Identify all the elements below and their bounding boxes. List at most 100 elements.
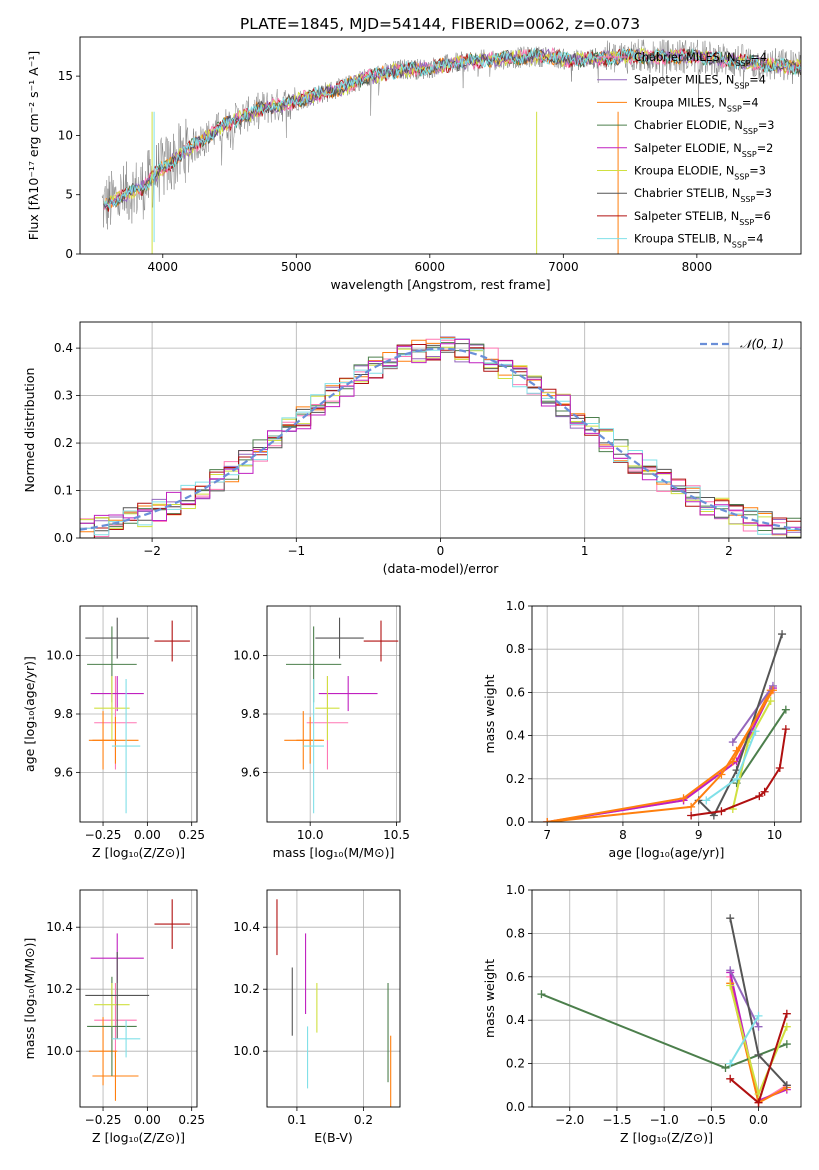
residuals-ytick-label: 0.2 bbox=[54, 436, 73, 450]
massweight-line bbox=[729, 1015, 760, 1065]
massweight-marker bbox=[755, 792, 764, 801]
massweight_vs_age-ylabel: mass weight bbox=[482, 674, 497, 753]
massweight-marker bbox=[751, 727, 760, 736]
age_vs_Z-xtick-label: 0.25 bbox=[178, 828, 205, 842]
age_vs_Z-ytick-label: 10.0 bbox=[46, 649, 73, 663]
spectrum-plot-area bbox=[101, 39, 801, 254]
massweight-marker bbox=[726, 966, 735, 975]
legend-label: Kroupa STELIB, NSSP=4 bbox=[634, 233, 763, 250]
residuals-panel: −2 −1 0 1 2 0.0 0.1 0.2 0.3 0.4 (data-model)/error… bbox=[22, 321, 802, 576]
legend-label: Salpeter ELODIE, NSSP=2 bbox=[634, 142, 773, 159]
residuals-xlabel: (data-model)/error bbox=[383, 561, 500, 576]
massweight_vs_age-plot-area bbox=[543, 630, 790, 822]
massweight-marker bbox=[781, 705, 790, 714]
mass_vs_Z-frame bbox=[79, 889, 198, 1108]
mass_vs_Z-xlabel: Z [log₁₀(Z/Z⊙)] bbox=[92, 1130, 185, 1145]
massweight_vs_age-xtick-label: 7 bbox=[543, 828, 551, 842]
legend-label: Kroupa ELODIE, NSSP=3 bbox=[634, 165, 766, 182]
spectrum-xtick-label: 5000 bbox=[281, 260, 312, 274]
normal-curve bbox=[80, 347, 801, 531]
massweight_vs_Z-ytick-label: 1.0 bbox=[506, 883, 525, 897]
age_vs_mass-xtick-label: 10.0 bbox=[297, 828, 324, 842]
spectrum-xtick-label: 4000 bbox=[148, 260, 179, 274]
spectrum-ytick-label: 15 bbox=[58, 69, 73, 83]
massweight-line bbox=[697, 633, 784, 817]
age_vs_mass-xtick-label: 10.5 bbox=[383, 828, 410, 842]
spectrum-model-line bbox=[103, 47, 801, 210]
legend-label: Kroupa MILES, NSSP=4 bbox=[634, 96, 759, 113]
mass_vs_Z-ytick-label: 10.4 bbox=[46, 920, 73, 934]
residuals-xtick-label: 1 bbox=[581, 544, 589, 558]
massweight-marker bbox=[775, 764, 784, 772]
spectrum-ytick-label: 10 bbox=[58, 128, 73, 142]
mass_vs_ebv-frame bbox=[266, 889, 401, 1108]
mass_vs_Z-xtick-label: −0.25 bbox=[85, 1113, 122, 1127]
mass_vs_ebv-xtick-label: 0.2 bbox=[354, 1113, 373, 1127]
spectrum-xtick-label: 6000 bbox=[415, 260, 446, 274]
mass_vs_ebv-ytick-label: 10.0 bbox=[233, 1044, 260, 1058]
massweight_vs_age-ytick-label: 0.8 bbox=[506, 642, 525, 656]
spectrum-ytick-label: 5 bbox=[65, 188, 73, 202]
massweight_vs_Z-ylabel: mass weight bbox=[482, 959, 497, 1038]
massweight_vs_Z-xtick-label: −1.5 bbox=[602, 1113, 631, 1127]
age_vs_Z-ylabel: age [log₁₀(age/yr)] bbox=[22, 656, 37, 772]
massweight-marker bbox=[782, 1009, 791, 1018]
legend-label: 𝒩(0, 1) bbox=[740, 337, 784, 351]
massweight-marker bbox=[778, 630, 787, 639]
massweight-marker bbox=[726, 1074, 735, 1083]
massweight_vs_Z-ytick-label: 0.2 bbox=[506, 1057, 525, 1071]
age_vs_mass-xlabel: mass [log₁₀(M/M⊙)] bbox=[273, 845, 395, 860]
mass_vs_Z-xtick-label: 0.00 bbox=[134, 1113, 161, 1127]
massweight-marker bbox=[726, 1059, 735, 1068]
massweight_vs_Z-xtick-label: 0.0 bbox=[749, 1113, 768, 1127]
residuals-ytick-label: 0.3 bbox=[54, 389, 73, 403]
spectrum-xtick-label: 8000 bbox=[682, 260, 713, 274]
age_vs_Z-plot-area bbox=[85, 617, 190, 814]
massweight_vs_Z-plot-area bbox=[537, 914, 791, 1107]
mass_vs_Z-ytick-label: 10.2 bbox=[46, 982, 73, 996]
massweight_vs_Z-xtick-label: −0.5 bbox=[697, 1113, 726, 1127]
mass_vs_ebv-plot-area bbox=[276, 899, 392, 1107]
massweight_vs_age-ytick-label: 0.2 bbox=[506, 772, 525, 786]
spectrum-model-line bbox=[103, 48, 801, 209]
legend-label: Chabrier STELIB, NSSP=3 bbox=[634, 187, 772, 204]
massweight-marker bbox=[687, 811, 696, 820]
massweight_vs_Z-panel: −2.0 −1.5 −1.0 −0.5 0.0 0.0 0.2 0.4 0.6 0.8 1.0 Z [… bbox=[482, 883, 802, 1145]
residual-histogram bbox=[80, 338, 801, 535]
residuals-ylabel: Normed distribution bbox=[22, 368, 37, 493]
massweight_vs_Z-ytick-label: 0.4 bbox=[506, 1013, 525, 1027]
massweight_vs_age-xtick-label: 9 bbox=[695, 828, 703, 842]
massweight_vs_age-ytick-label: 1.0 bbox=[506, 599, 525, 613]
age_vs_mass-plot-area bbox=[284, 617, 399, 814]
massweight-marker bbox=[782, 1022, 791, 1031]
residuals-xtick-label: 2 bbox=[725, 544, 733, 558]
massweight_vs_age-xtick-label: 10 bbox=[767, 828, 782, 842]
massweight-marker bbox=[679, 794, 688, 803]
spectrum-xlabel: wavelength [Angstrom, rest frame] bbox=[330, 277, 550, 292]
residuals-xtick-label: 0 bbox=[437, 544, 445, 558]
massweight-marker bbox=[782, 1081, 791, 1090]
age_vs_Z-xlabel: Z [log₁₀(Z/Z⊙)] bbox=[92, 845, 185, 860]
age_vs_Z-xtick-label: 0.00 bbox=[134, 828, 161, 842]
massweight_vs_age-ytick-label: 0.6 bbox=[506, 685, 525, 699]
legend-label: Salpeter STELIB, NSSP=6 bbox=[634, 210, 771, 227]
massweight-marker bbox=[543, 818, 552, 822]
mass_vs_ebv-xlabel: E(B-V) bbox=[314, 1130, 353, 1145]
massweight_vs_age-ytick-label: 0.4 bbox=[506, 729, 525, 743]
mass_vs_ebv-ytick-label: 10.2 bbox=[233, 982, 260, 996]
mass_vs_Z-xtick-label: 0.25 bbox=[178, 1113, 205, 1127]
massweight_vs_Z-xtick-label: −2.0 bbox=[555, 1113, 584, 1127]
age_vs_mass-frame bbox=[266, 605, 401, 823]
massweight_vs_Z-ytick-label: 0.0 bbox=[506, 1100, 525, 1114]
massweight-marker bbox=[717, 807, 726, 816]
age_vs_Z-frame bbox=[79, 605, 198, 823]
massweight_vs_Z-xlabel: Z [log₁₀(Z/Z⊙)] bbox=[620, 1130, 713, 1145]
massweight_vs_age-ytick-label: 0.0 bbox=[506, 815, 525, 829]
mass_vs_ebv-xtick-label: 0.1 bbox=[287, 1113, 306, 1127]
figure-title: PLATE=1845, MJD=54144, FIBERID=0062, z=0… bbox=[240, 15, 640, 33]
massweight-marker bbox=[702, 796, 711, 805]
massweight-marker bbox=[766, 697, 775, 706]
massweight-marker bbox=[732, 746, 741, 755]
